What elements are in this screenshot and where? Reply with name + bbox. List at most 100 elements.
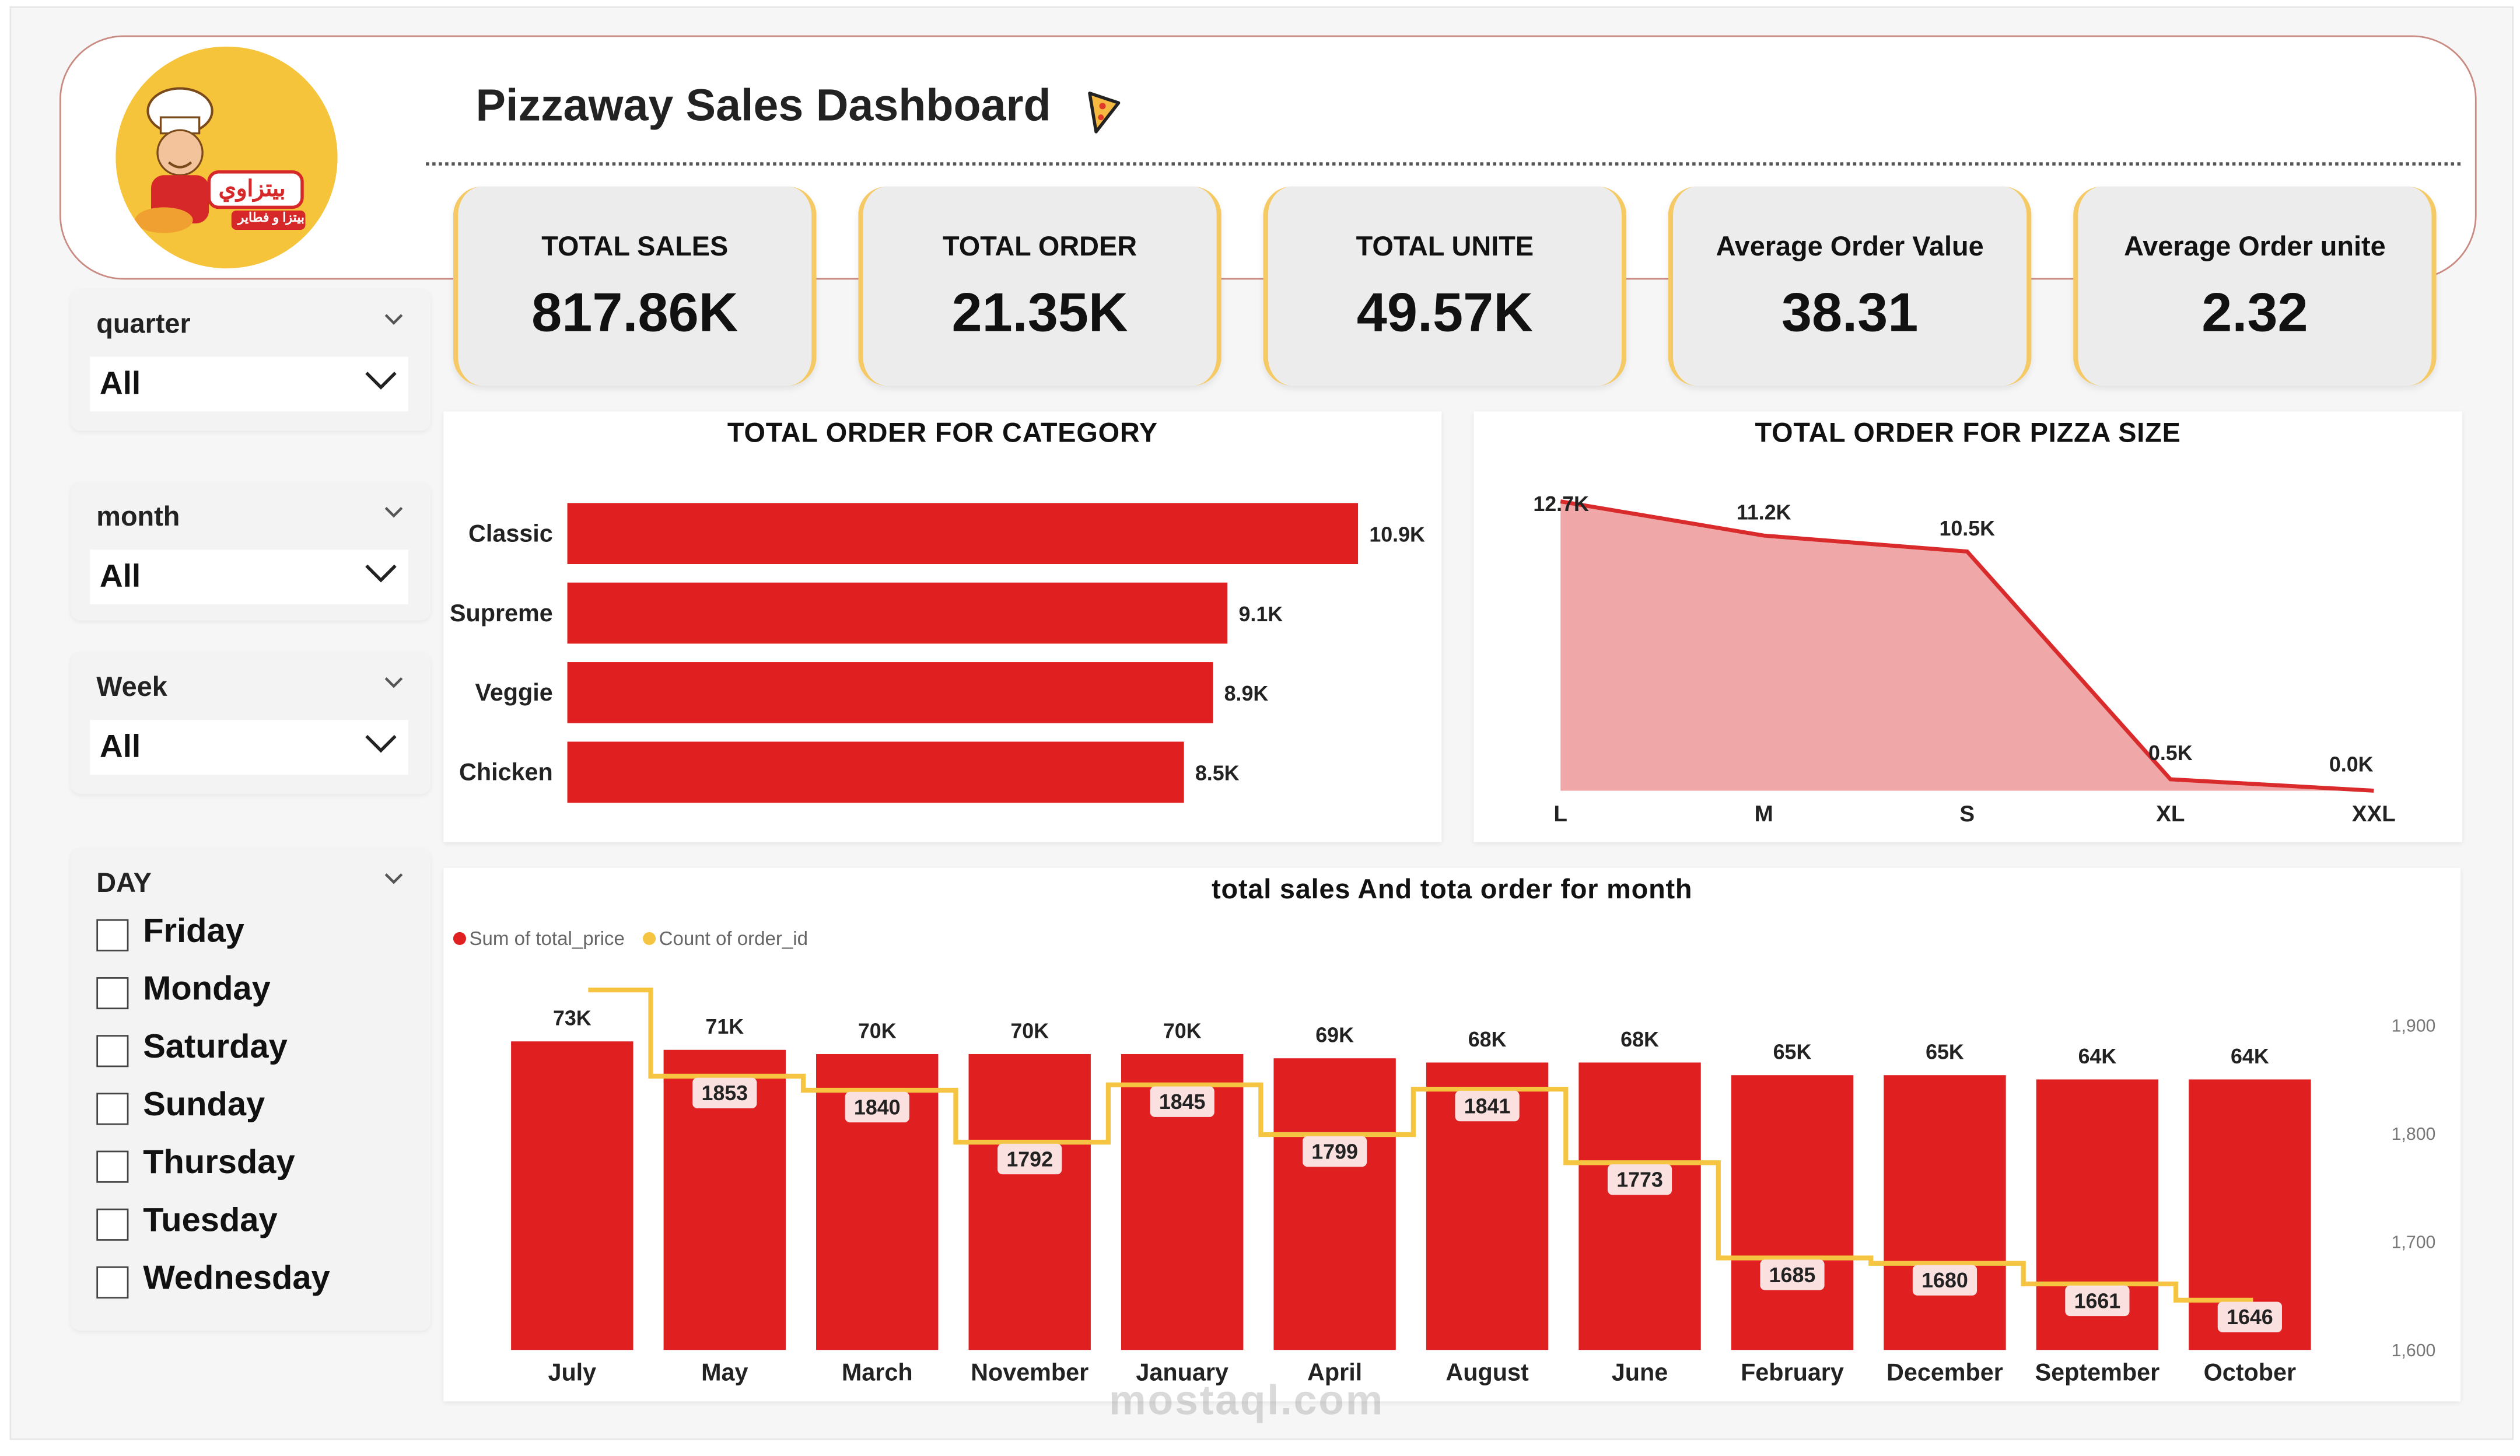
category-bar-chart: Classic 10.9K Supreme 9.1K Veggie 8.9K Chicken… [450,503,1425,803]
chevron-down-icon[interactable] [383,871,405,887]
quarter-dropdown[interactable]: All [90,356,408,412]
category-data-label: 8.5K [1195,762,1240,785]
month-combo-chart: Sum of total_price Count of order_id 1,900… [453,928,2436,1386]
category-tick-label: Chicken [459,759,553,786]
month-sales-bar [1578,1062,1701,1350]
checkbox[interactable] [96,977,129,1010]
month-tick-label: October [2204,1359,2296,1386]
month-sales-bar [1273,1058,1396,1350]
month-orders-label-bg [845,1091,909,1123]
category-tick-label: Veggie [475,679,553,706]
month-tick-label: September [2035,1359,2160,1386]
month-tick-label: January [1136,1359,1228,1386]
month-orders-label: 1840 [854,1096,901,1119]
month-sales-label: 70K [858,1019,897,1042]
month-chart-panel: total sales And tota order for month Sum… [443,867,2461,1402]
kpi-total-order: TOTAL ORDER 21.35K [858,186,1222,386]
page-title: Pizzaway Sales Dashboard [475,80,1051,131]
dropdown-value: All [99,559,141,595]
logo-text-primary: بيتزاوي [218,175,286,201]
category-bar [567,582,1228,644]
month-orders-label: 1853 [701,1082,748,1105]
month-sales-label: 68K [1468,1028,1507,1051]
checkbox[interactable] [96,1150,129,1183]
month-orders-step-line [588,987,2253,1303]
size-tick-label: M [1755,802,1773,827]
month-sales-bar [1884,1075,2006,1350]
month-sales-label: 68K [1620,1028,1659,1051]
kpi-value: 38.31 [1781,282,1919,344]
legend-label-total-price: Sum of total_price [469,928,624,950]
dropdown-value: All [99,366,141,402]
size-area-fill [1560,501,2374,791]
week-slicer: Week All [71,652,431,794]
month-orders-label-bg [1607,1164,1672,1195]
chart-title: TOTAL ORDER FOR PIZZA SIZE [1755,418,2181,449]
kpi-label: Average Order Value [1716,231,1984,262]
kpi-label: TOTAL ORDER [942,231,1138,262]
checkbox[interactable] [96,1208,129,1241]
month-orders-label: 1773 [1616,1168,1663,1192]
month-orders-label-bg [2217,1301,2282,1332]
month-tick-label: February [1741,1359,1844,1386]
month-tick-label: June [1612,1359,1668,1386]
month-sales-label: 70K [1010,1019,1049,1042]
title-divider [426,162,2461,166]
checkbox[interactable] [96,1266,129,1299]
y2-tick-label: 1,900 [2392,1017,2436,1036]
chart-title: total sales And tota order for month [1212,874,1693,905]
day-option-label: Monday [143,971,271,1008]
kpi-value: 2.32 [2202,282,2308,344]
day-option-label: Wednesday [143,1259,330,1297]
kpi-average-order-unite: Average Order unite 2.32 [2073,186,2437,386]
checkbox[interactable] [96,1035,129,1068]
size-data-label: 11.2K [1737,501,1791,524]
month-orders-label: 1799 [1311,1140,1358,1163]
category-tick-label: Supreme [450,600,553,626]
chart-title: TOTAL ORDER FOR CATEGORY [727,418,1158,449]
month-sales-bar [968,1054,1091,1350]
checkbox[interactable] [96,1093,129,1125]
month-orders-label-bg [2065,1285,2130,1317]
day-option-label: Thursday [143,1144,295,1181]
day-option-label: Tuesday [143,1202,278,1240]
checkbox[interactable] [96,919,129,951]
slicer-title: DAY [96,867,152,899]
kpi-value: 49.57K [1356,282,1533,344]
chevron-down-icon[interactable] [383,505,405,521]
day-slicer: DAY Friday Monday Saturday Sunday Thursd… [71,848,431,1331]
month-sales-bar [1731,1075,1854,1350]
size-tick-label: XXL [2352,802,2396,827]
month-orders-label: 1685 [1769,1264,1816,1287]
kpi-total-unite: TOTAL UNITE 49.57K [1263,186,1627,386]
month-tick-label: May [701,1359,748,1386]
slicer-title: month [96,501,180,532]
month-sales-label: 69K [1315,1024,1354,1047]
logo-text-secondary: بيتزا و فطاير [237,210,305,225]
month-tick-label: November [971,1359,1088,1386]
chevron-down-icon[interactable] [383,675,405,691]
kpi-total-sales: TOTAL SALES 817.86K [453,186,817,386]
category-bar [567,662,1213,723]
kpi-label: TOTAL UNITE [1356,231,1534,262]
size-data-label: 0.5K [2148,741,2193,765]
legend-dot-total-price [453,932,466,945]
category-data-label: 8.9K [1224,682,1269,705]
y2-tick-label: 1,700 [2392,1233,2436,1252]
slicer-title: quarter [96,308,191,340]
month-orders-label: 1680 [1922,1269,1968,1292]
slicer-title: Week [96,671,167,702]
size-data-label: 12.7K [1533,492,1589,516]
chef-logo-icon [116,46,338,269]
size-series-line [1560,499,2374,793]
size-tick-label: XL [2156,802,2185,827]
month-orders-label-bg [1150,1086,1214,1117]
month-sales-label: 65K [1773,1041,1812,1064]
month-sales-label: 73K [553,1007,592,1030]
dropdown-value: All [99,729,141,765]
week-dropdown[interactable]: All [90,720,408,775]
chevron-down-icon[interactable] [383,312,405,328]
month-orders-label: 1841 [1464,1094,1511,1118]
month-orders-label-bg [1455,1090,1520,1122]
month-dropdown[interactable]: All [90,550,408,604]
